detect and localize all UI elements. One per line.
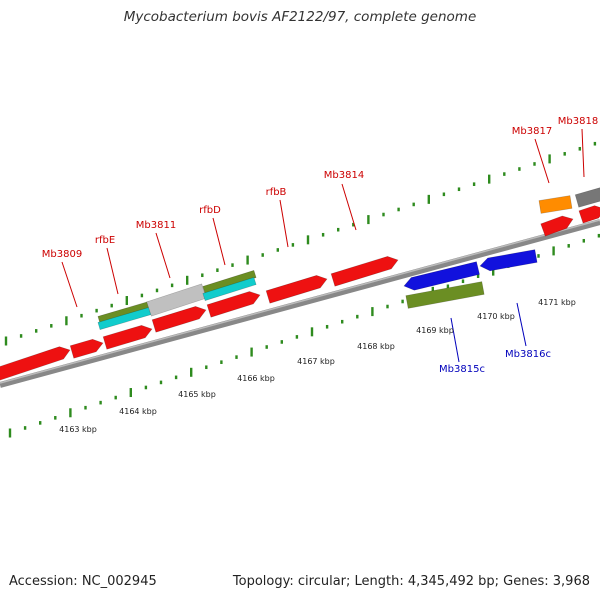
scale-label: 4167 kbp: [297, 357, 335, 366]
forward-gene-arrow: [206, 291, 261, 318]
forward-gene-arrow: [330, 256, 399, 287]
backbone-line: [0, 219, 600, 388]
upper-tick-track: [4, 141, 597, 346]
leader-line: [341, 183, 357, 231]
leader-line: [279, 199, 289, 248]
scale-label: 4166 kbp: [237, 374, 275, 383]
olive-cds-box: [202, 270, 257, 294]
scale-label: 4163 kbp: [59, 425, 97, 434]
forward-gene-arrow: [69, 338, 104, 359]
backbone-highlight: [0, 219, 600, 384]
leader-line: [450, 317, 460, 363]
accession-text: Accession: NC_002945: [9, 574, 157, 589]
label-leader-lines: [61, 128, 585, 363]
leader-line: [534, 138, 550, 184]
leader-line: [155, 232, 171, 279]
map-title: Mycobacterium bovis AF2122/97, complete …: [123, 9, 477, 25]
scale-label: 4165 kbp: [178, 390, 216, 399]
forward-gene-arrow: [151, 306, 207, 333]
forward-gene-label: Mb3809: [42, 249, 82, 260]
leader-line: [106, 247, 119, 295]
forward-gene-arrow: [540, 215, 574, 237]
forward-gene-label: Mb3818: [558, 116, 598, 127]
leader-line: [581, 128, 585, 178]
forward-gene-label: Mb3814: [324, 170, 364, 181]
orange-cds-box: [538, 195, 573, 214]
leader-line: [516, 302, 527, 347]
genome-backbone: [0, 219, 600, 388]
leader-line: [212, 217, 226, 266]
forward-gene-label: Mb3817: [512, 126, 552, 137]
forward-gene-label: rfbE: [95, 235, 115, 246]
reverse-gene-label: Mb3815c: [439, 364, 485, 375]
gene-labels: Mb3809 rfbE Mb3811 rfbD rfbB Mb3814 Mb3817 Mb38…: [42, 116, 598, 434]
scale-label: 4171 kbp: [538, 298, 576, 307]
forward-gene-arrow: [0, 346, 71, 381]
forward-gene-arrow: [265, 275, 328, 304]
scale-label: 4164 kbp: [119, 407, 157, 416]
genome-summary-text: Topology: circular; Length: 4,345,492 bp…: [232, 574, 590, 589]
cyan-cds-box: [202, 277, 257, 301]
reverse-gene-arrow: [479, 249, 538, 272]
forward-gene-label: rfbD: [199, 205, 221, 216]
scale-label: 4169 kbp: [416, 326, 454, 335]
reverse-gene-label: Mb3816c: [505, 349, 551, 360]
scale-label: 4170 kbp: [477, 312, 515, 321]
feature-track: [0, 187, 600, 381]
leader-line: [61, 261, 78, 308]
forward-gene-arrow: [102, 325, 153, 350]
forward-gene-arrow: [578, 205, 600, 224]
darkgray-cds-box: [574, 187, 600, 208]
reverse-gene-arrow: [403, 261, 480, 291]
forward-gene-label: rfbB: [266, 187, 287, 198]
scale-label: 4168 kbp: [357, 342, 395, 351]
olive-cds-box: [405, 281, 485, 309]
forward-gene-label: Mb3811: [136, 220, 176, 231]
